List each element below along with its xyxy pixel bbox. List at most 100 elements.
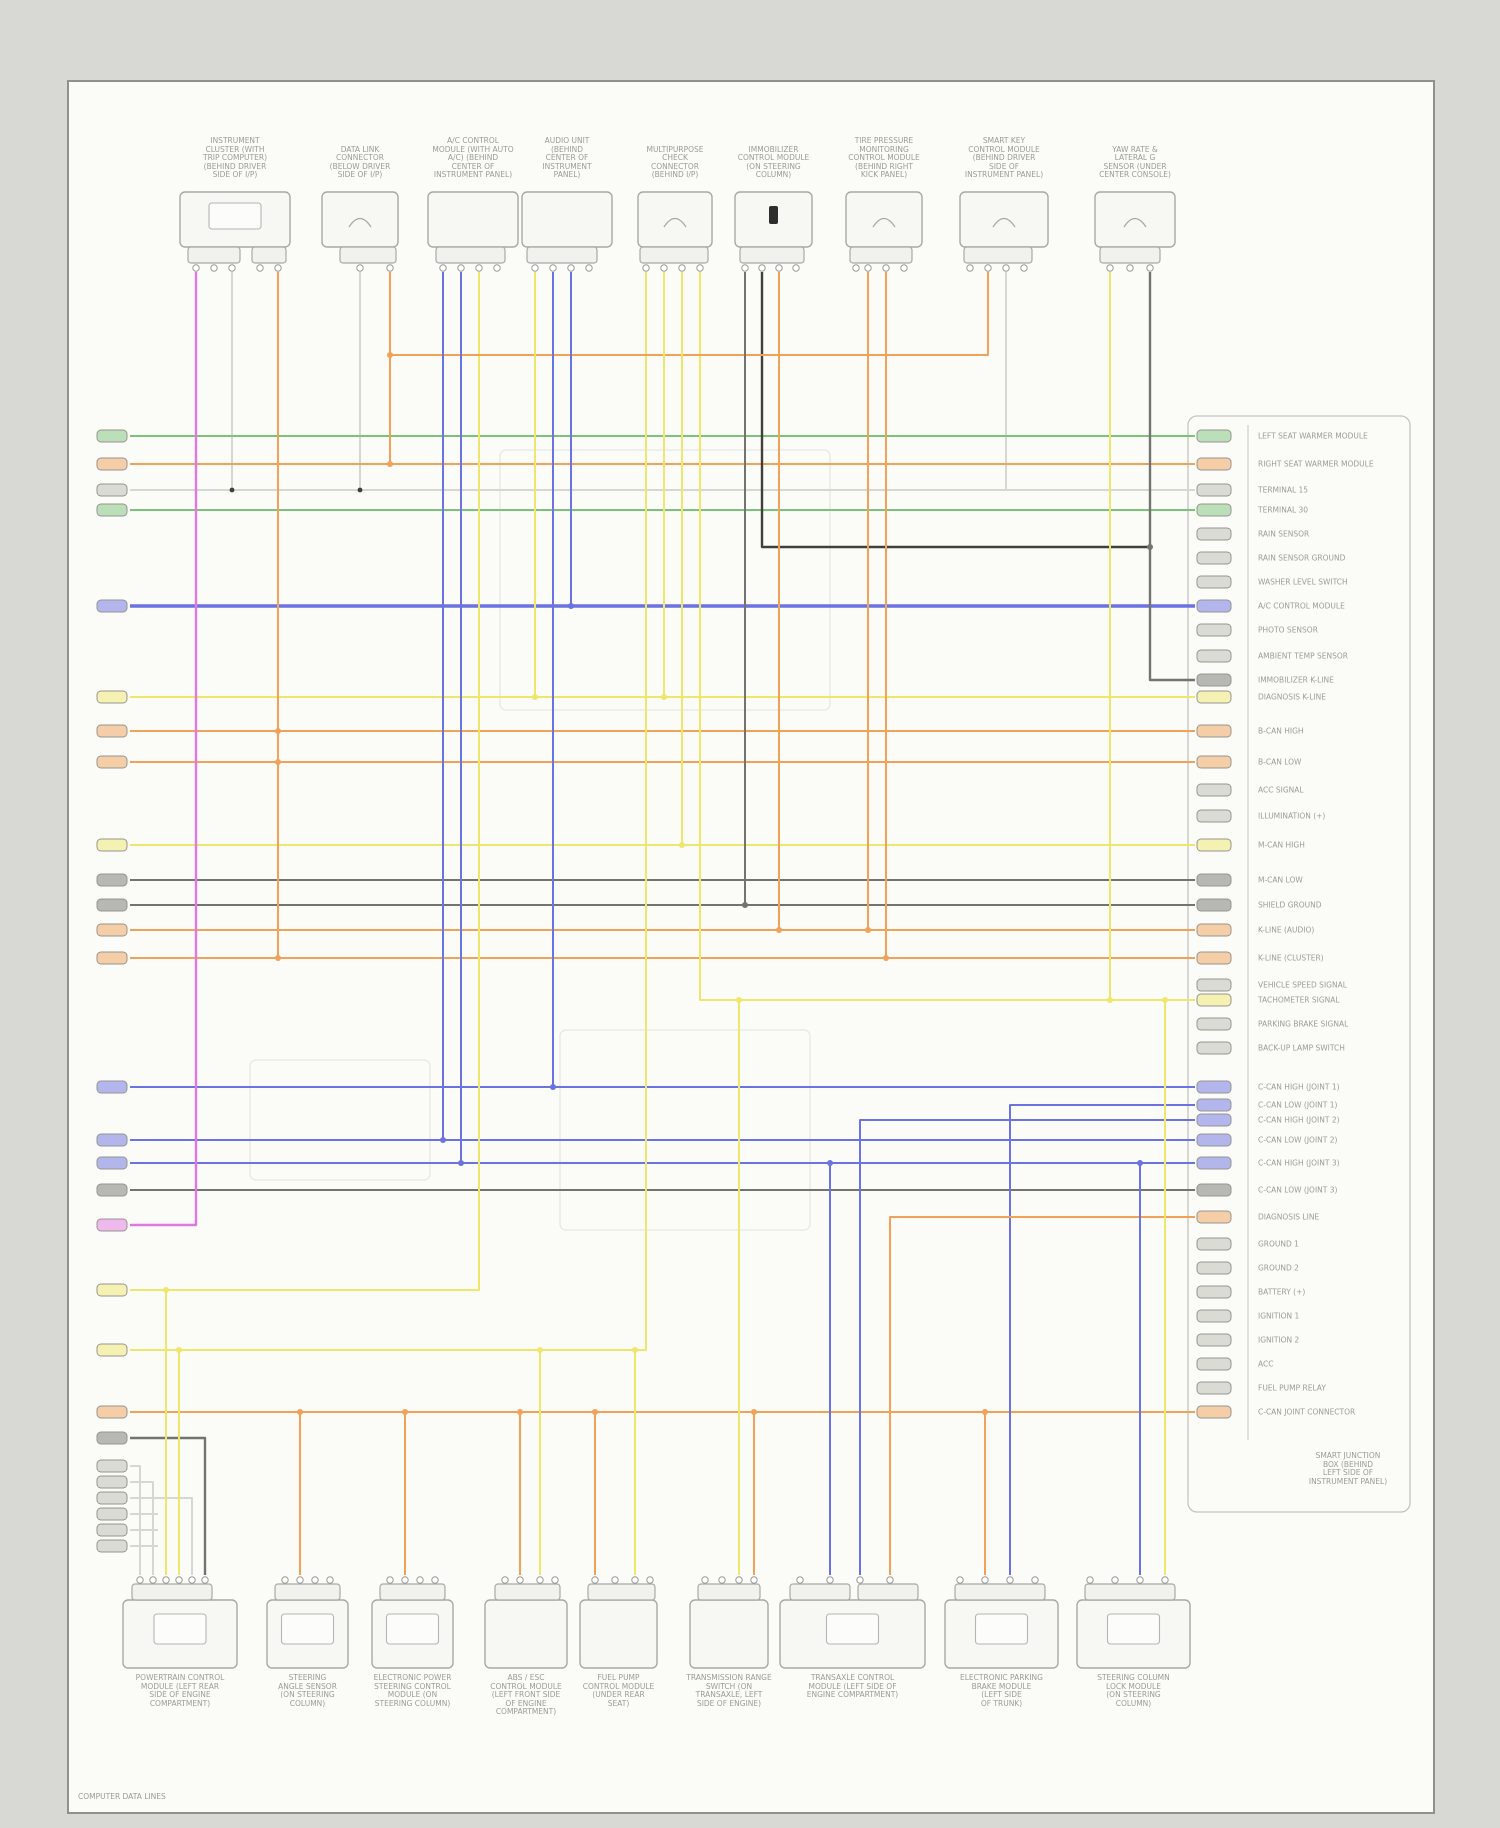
right-pin-stub xyxy=(1196,783,1232,797)
connector-pin xyxy=(611,1576,619,1584)
right-pin-stub xyxy=(1196,1261,1232,1275)
junction-dot xyxy=(982,1409,988,1415)
right-pin-label: LEFT SEAT WARMER MODULE xyxy=(1258,432,1368,441)
left-pin-stub xyxy=(96,1491,128,1505)
right-pin-label: DIAGNOSIS K-LINE xyxy=(1258,693,1326,702)
wire-f xyxy=(130,1465,141,1575)
right-pin-label: A/C CONTROL MODULE xyxy=(1258,602,1345,611)
right-pin-stub xyxy=(1196,575,1232,589)
connector-pin xyxy=(966,264,974,272)
right-pin-label: RIGHT SEAT WARMER MODULE xyxy=(1258,460,1374,469)
ghost-component-outline xyxy=(559,1029,811,1231)
connector-pin xyxy=(1006,1576,1014,1584)
wire-y xyxy=(130,272,480,1291)
right-pin-stub xyxy=(1196,527,1232,541)
junction-dot xyxy=(458,1160,464,1166)
connector-pin xyxy=(493,264,501,272)
wire-k xyxy=(760,272,1150,549)
connector-pin xyxy=(228,264,236,272)
right-pin-label: C-CAN HIGH (JOINT 1) xyxy=(1258,1083,1340,1092)
junction-dot xyxy=(229,487,235,493)
connector-pin xyxy=(475,264,483,272)
left-pin-stub xyxy=(96,1507,128,1521)
right-pin-label: B-CAN LOW xyxy=(1258,758,1302,767)
right-pin-stub xyxy=(1196,1098,1232,1112)
junction-dot xyxy=(1107,997,1113,1003)
left-pin-stub xyxy=(96,755,128,769)
connector-tab xyxy=(526,246,598,264)
right-pin-stub xyxy=(1196,755,1232,769)
wire-m xyxy=(130,272,198,1227)
connector-tab xyxy=(1099,246,1161,264)
component-glyph-block xyxy=(769,206,778,224)
right-pin-stub xyxy=(1196,1080,1232,1094)
right-pin-stub xyxy=(1196,1405,1232,1419)
junction-dot xyxy=(440,1137,446,1143)
connector-pin xyxy=(416,1576,424,1584)
connector-pin xyxy=(758,264,766,272)
junction-dot xyxy=(176,1347,182,1353)
connector-pin xyxy=(549,264,557,272)
connector-pin xyxy=(326,1576,334,1584)
junction-dot xyxy=(751,1409,757,1415)
top-component-box xyxy=(637,191,713,248)
left-pin-stub xyxy=(96,1283,128,1297)
connector-pin xyxy=(741,264,749,272)
right-pin-label: PHOTO SENSOR xyxy=(1258,626,1318,635)
left-pin-stub xyxy=(96,1459,128,1473)
connector-pin xyxy=(796,1576,804,1584)
right-pin-label: M-CAN HIGH xyxy=(1258,841,1305,850)
connector-pin xyxy=(536,1576,544,1584)
right-pin-stub xyxy=(1196,951,1232,965)
connector-pin xyxy=(678,264,686,272)
connector-pin xyxy=(188,1576,196,1584)
connector-tab xyxy=(697,1583,761,1601)
connector-pin xyxy=(356,264,364,272)
connector-pin xyxy=(1031,1576,1039,1584)
connector-pin xyxy=(718,1576,726,1584)
right-pin-stub xyxy=(1196,429,1232,443)
connector-tab xyxy=(274,1583,341,1601)
right-pin-label: K-LINE (AUDIO) xyxy=(1258,926,1314,935)
connector-tab xyxy=(857,1583,919,1601)
right-pin-stub xyxy=(1196,599,1232,613)
junction-dot xyxy=(275,955,281,961)
right-pin-label: C-CAN HIGH (JOINT 3) xyxy=(1258,1159,1340,1168)
junction-dot xyxy=(679,842,685,848)
right-pin-label: K-LINE (CLUSTER) xyxy=(1258,954,1324,963)
left-pin-stub xyxy=(96,1218,128,1232)
right-pin-label: RAIN SENSOR xyxy=(1258,530,1309,539)
left-pin-stub xyxy=(96,1343,128,1357)
right-pin-stub xyxy=(1196,1285,1232,1299)
diagram-caption: COMPUTER DATA LINES xyxy=(78,1792,166,1801)
right-pin-stub xyxy=(1196,1133,1232,1147)
right-pin-label: TERMINAL 30 xyxy=(1257,506,1308,515)
left-pin-stub xyxy=(96,1080,128,1094)
connector-pin xyxy=(1111,1576,1119,1584)
junction-dot xyxy=(275,728,281,734)
right-pin-label: FUEL PUMP RELAY xyxy=(1258,1384,1326,1393)
component-inner-rect xyxy=(280,1613,335,1645)
right-pin-stub xyxy=(1196,1309,1232,1323)
junction-dot xyxy=(661,694,667,700)
right-pin-label: TACHOMETER SIGNAL xyxy=(1257,996,1340,1005)
junction-dot xyxy=(827,1160,833,1166)
right-pin-label: TERMINAL 15 xyxy=(1257,486,1308,495)
right-pin-stub xyxy=(1196,623,1232,637)
junction-dot xyxy=(537,1347,543,1353)
right-pin-stub xyxy=(1196,724,1232,738)
right-pin-stub xyxy=(1196,1156,1232,1170)
connector-pin xyxy=(567,264,575,272)
junction-dot xyxy=(1147,544,1153,550)
connector-tab xyxy=(739,246,805,264)
connector-pin xyxy=(735,1576,743,1584)
right-pin-stub xyxy=(1196,1113,1232,1127)
right-pin-label: AMBIENT TEMP SENSOR xyxy=(1258,652,1348,661)
right-pin-label: ACC xyxy=(1258,1360,1273,1369)
junction-dot xyxy=(568,603,574,609)
left-pin-stub xyxy=(96,923,128,937)
right-pin-stub xyxy=(1196,1381,1232,1395)
right-pin-label: SHIELD GROUND xyxy=(1258,901,1322,910)
connector-pin xyxy=(256,264,264,272)
